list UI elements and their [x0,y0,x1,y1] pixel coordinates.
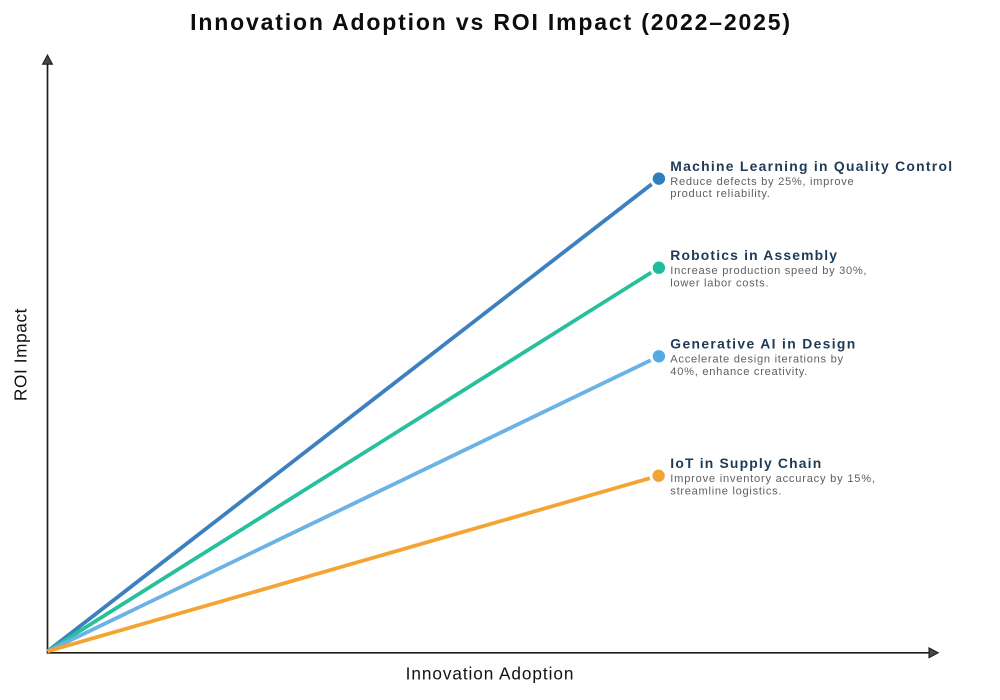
svg-text:product reliability.: product reliability. [670,188,770,200]
svg-text:Machine Learning in Quality Co: Machine Learning in Quality Control [670,158,953,174]
svg-text:streamline logistics.: streamline logistics. [670,485,782,497]
svg-text:Improve inventory accuracy by: Improve inventory accuracy by 15%, [670,473,875,485]
svg-text:Generative AI in Design: Generative AI in Design [670,336,856,352]
svg-text:ROI Impact: ROI Impact [10,308,30,401]
svg-text:Accelerate design iterations b: Accelerate design iterations by [670,354,843,366]
svg-text:IoT in Supply Chain: IoT in Supply Chain [670,455,822,471]
svg-text:lower labor costs.: lower labor costs. [670,277,769,289]
svg-text:Innovation Adoption vs ROI Imp: Innovation Adoption vs ROI Impact (2022–… [190,9,792,35]
svg-text:40%, enhance creativity.: 40%, enhance creativity. [670,366,808,378]
svg-text:Increase production speed by 3: Increase production speed by 30%, [670,265,867,277]
svg-text:Robotics in Assembly: Robotics in Assembly [670,247,838,263]
svg-text:Reduce defects by 25%, improve: Reduce defects by 25%, improve [670,176,854,188]
svg-text:Innovation Adoption: Innovation Adoption [406,663,575,683]
